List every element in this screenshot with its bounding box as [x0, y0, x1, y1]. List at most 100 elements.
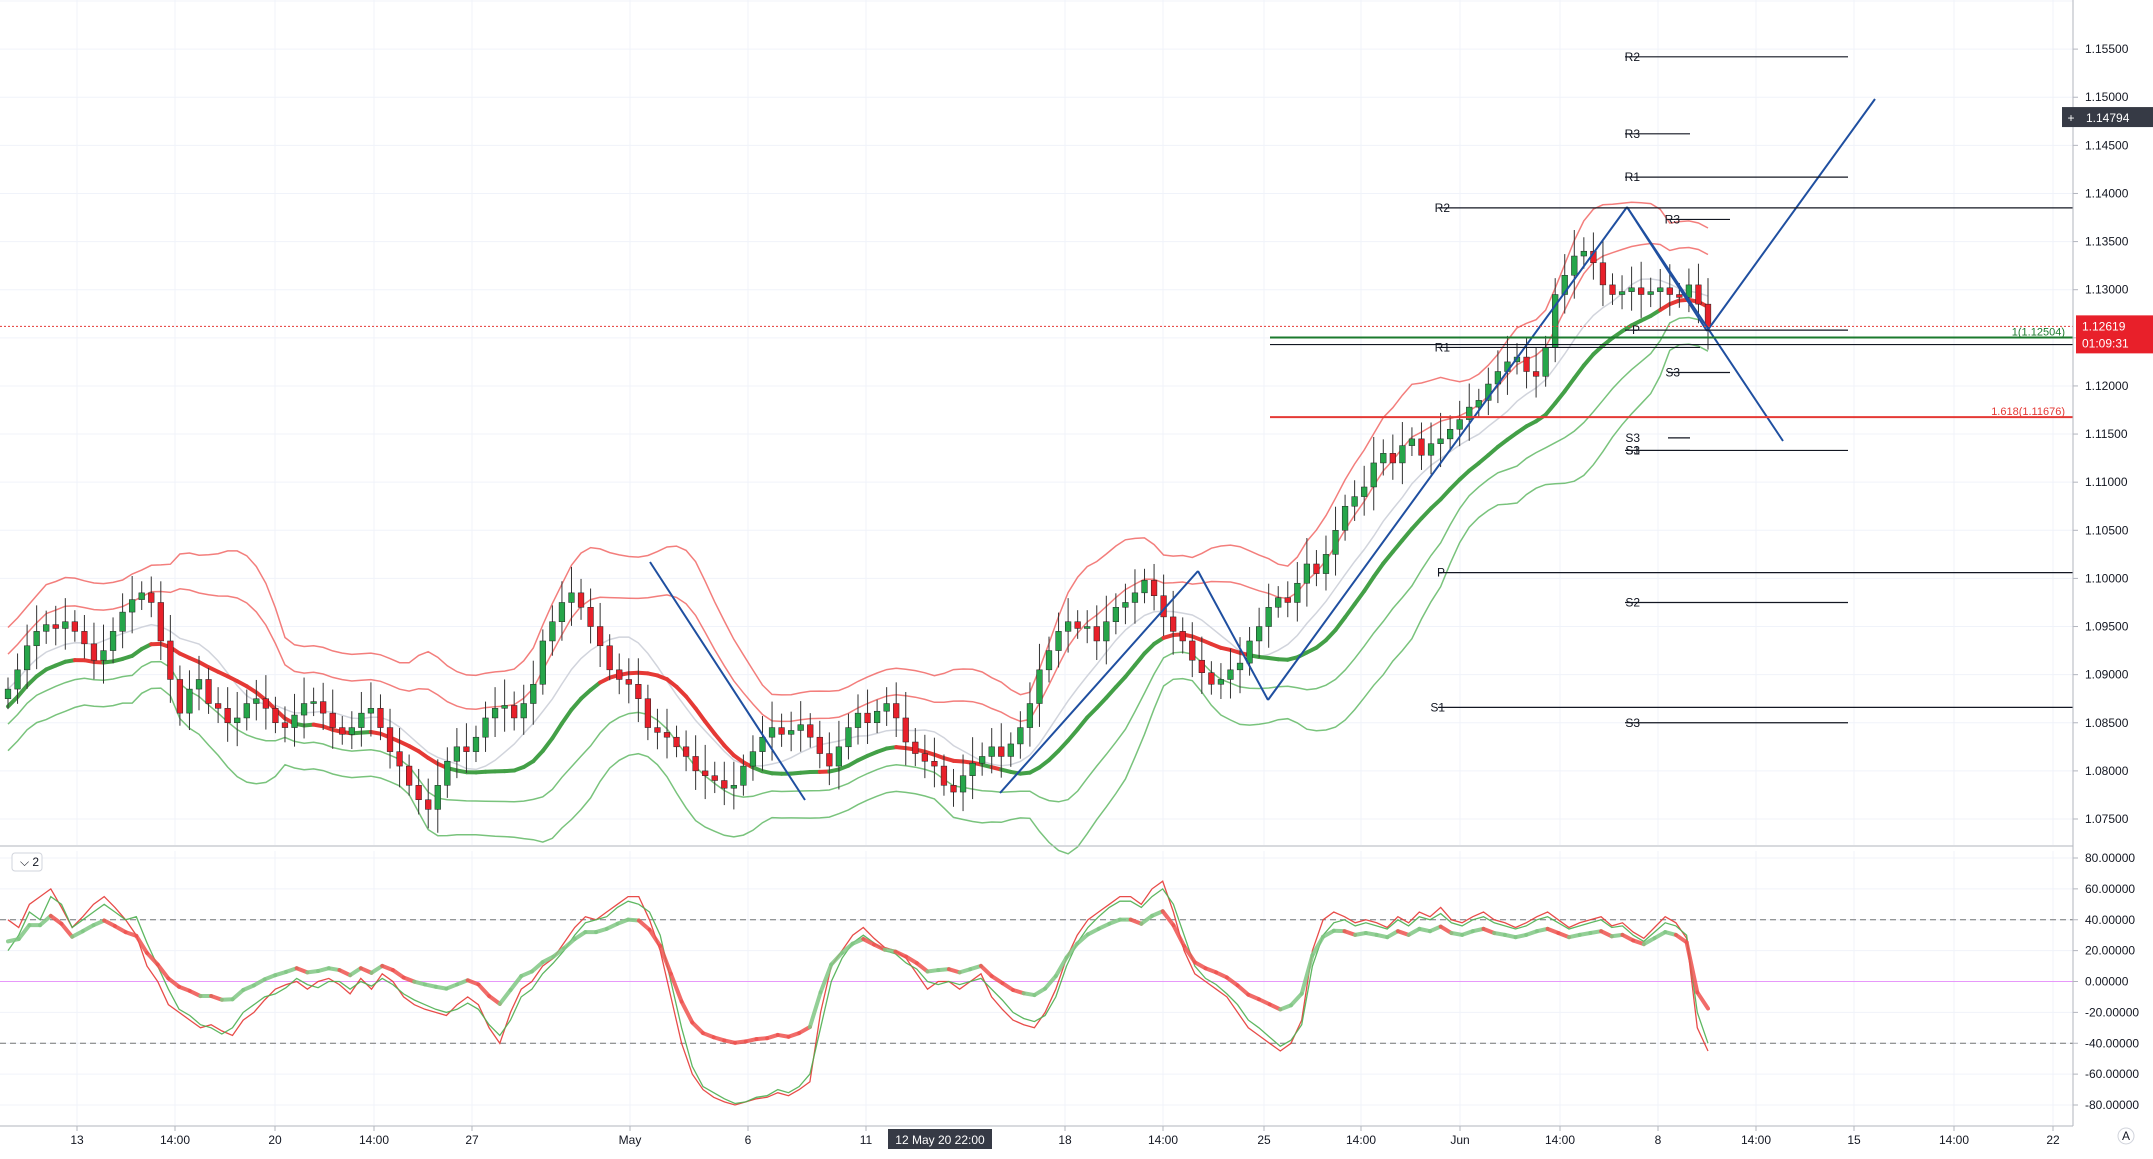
trend-line [649, 561, 806, 801]
oscillator-main-segment [572, 930, 588, 942]
candle-body [1666, 287, 1673, 295]
candle-body [558, 602, 566, 622]
candle-body [1227, 669, 1234, 680]
lower-band-outer [7, 343, 1709, 855]
last-price-tag [2076, 315, 2153, 354]
candle-body [253, 698, 260, 704]
price-tick-label: 1.10000 [2085, 571, 2129, 585]
candle-body [1265, 607, 1272, 627]
oscillator-main-segment [807, 990, 823, 1030]
candle-body [902, 717, 909, 743]
time-tick-label: 13 [70, 1133, 84, 1147]
last-price-label: 1.12619 [2082, 319, 2126, 333]
time-tick-label: 25 [1257, 1133, 1271, 1147]
candle-body [921, 753, 928, 762]
pivot-label: R1 [1435, 340, 1451, 354]
candle-body [14, 669, 21, 690]
countdown-label: 01:09:31 [2082, 336, 2129, 350]
time-tick-label: 14:00 [1148, 1133, 1178, 1147]
candle-body [291, 714, 298, 728]
trend-ma-segment [703, 719, 717, 736]
candle-body [721, 780, 728, 789]
trend-ma-segment [1581, 352, 1596, 368]
time-tick-label: 15 [1847, 1133, 1861, 1147]
fib-level-label: 1(1.12504) [2012, 326, 2065, 338]
candle-body [348, 727, 355, 735]
candle-body [310, 701, 317, 704]
oscillator-main-segment [70, 929, 85, 939]
oscillator-main-segment [1673, 932, 1689, 945]
candle-body [195, 679, 203, 690]
oscillator-main-segment [1053, 955, 1069, 979]
candle-body [883, 703, 890, 712]
oscillator-main-segment [989, 974, 1005, 986]
oscillator-main-segment [1684, 940, 1700, 995]
candle-body [148, 592, 155, 603]
oscillator-main-segment [48, 913, 64, 926]
candle-body [472, 736, 480, 752]
candle-body [1179, 631, 1186, 642]
oscillator-main-segment [134, 933, 149, 955]
crosshair-time-tag [888, 1129, 992, 1149]
price-tick-label: 1.14000 [2085, 186, 2129, 200]
oscillator-main-segment [1000, 981, 1016, 992]
trend-ma-segment [25, 674, 39, 688]
oscillator-main-segment [529, 960, 545, 974]
oscillator-main-segment [861, 937, 877, 947]
trend-ma-segment [1381, 549, 1395, 566]
trend-ma-segment [1429, 497, 1443, 511]
candle-body [873, 710, 881, 724]
oscillator-main-segment [487, 994, 502, 1006]
trend-ma-segment [1400, 526, 1414, 543]
trend-ma-segment [1543, 401, 1558, 417]
candle-body [1294, 582, 1301, 603]
candle-body [1695, 284, 1702, 305]
trend-ma-segment [1113, 674, 1128, 690]
oscillator-main-segment [904, 954, 919, 966]
trend-ma-segment [1362, 574, 1376, 594]
candle-body [1638, 287, 1645, 295]
candle-body [415, 785, 422, 801]
oscillator-main-segment [166, 976, 182, 989]
time-tick-label: May [619, 1133, 642, 1147]
oscillator-main-segment [1235, 983, 1251, 997]
pivot-label: R3 [1665, 212, 1681, 226]
candle-body [644, 698, 652, 728]
candle-body [692, 756, 699, 772]
candle-body [1284, 597, 1291, 603]
trend-line [1626, 206, 1784, 442]
oscillator-main-segment [251, 977, 267, 988]
candle-body [682, 746, 690, 757]
pivot-label: R2 [1625, 50, 1641, 64]
candle-body [205, 679, 212, 704]
oscillator-main-segment [914, 961, 930, 974]
oscillator-main-segment [540, 954, 556, 965]
candle-body [1456, 419, 1463, 430]
candlestick-series [4, 230, 1712, 833]
candle-body [62, 621, 69, 629]
oscillator-main-segment [1192, 960, 1208, 971]
oscillator-main-segment [497, 987, 513, 1006]
candle-body [759, 736, 766, 752]
candle-body [1685, 284, 1693, 298]
oscillator-main-segment [1310, 934, 1326, 958]
candle-body [129, 599, 136, 613]
oscillator-main-segment [1171, 923, 1187, 948]
oscillator-main-segment [1224, 975, 1240, 988]
pane-label: ⌵ 2 [20, 855, 39, 869]
candle-body [845, 727, 852, 748]
candle-body [530, 684, 537, 704]
trend-ma-segment [1476, 453, 1491, 466]
price-tick-label: 1.15500 [2085, 42, 2129, 56]
candle-body [425, 799, 432, 810]
time-tick-label: 8 [1655, 1133, 1662, 1147]
candle-body [224, 708, 231, 724]
candle-body [1256, 626, 1263, 642]
candle-body [176, 679, 184, 714]
time-tick-label: 6 [745, 1133, 752, 1147]
candle-body [1580, 250, 1587, 257]
candle-body [1275, 597, 1282, 608]
oscillator-main-segment [112, 924, 128, 935]
candle-body [1418, 438, 1425, 456]
